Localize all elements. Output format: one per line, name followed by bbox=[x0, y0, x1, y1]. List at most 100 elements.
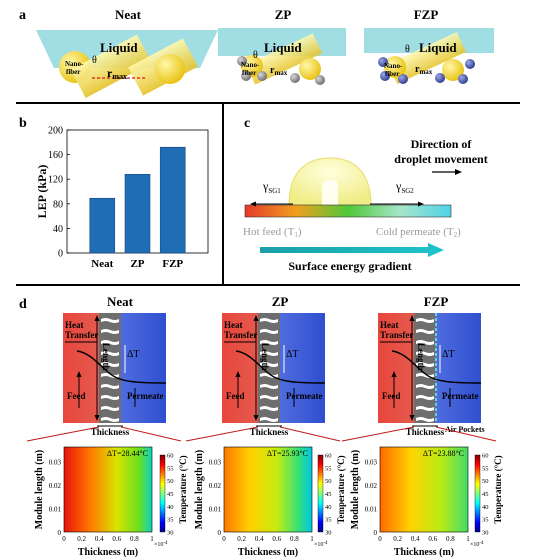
gamma1-arrowhead bbox=[250, 201, 256, 207]
pore bbox=[260, 395, 278, 400]
membrane-title: FZP bbox=[424, 294, 449, 309]
fluorinated-particle bbox=[458, 74, 468, 84]
fluorinated-particle bbox=[398, 74, 408, 84]
colorbar-tick-label: 55 bbox=[167, 465, 174, 472]
y-tick-label: 0.01 bbox=[209, 506, 222, 514]
pore bbox=[260, 362, 278, 367]
colorbar-tick-label: 60 bbox=[325, 453, 332, 460]
y-tick-label: 0 bbox=[374, 529, 378, 537]
pore bbox=[416, 384, 434, 389]
liquid-label: Liquid bbox=[100, 40, 138, 55]
nanofiber-label: Nano- bbox=[241, 61, 260, 69]
temperature-field bbox=[379, 446, 469, 533]
permeate-label: Permeate bbox=[442, 391, 478, 401]
delta-t-value: ΔT=28.44°C bbox=[107, 449, 148, 458]
pore bbox=[101, 329, 119, 334]
pore bbox=[101, 351, 119, 356]
x-tick-label: 0.2 bbox=[77, 535, 86, 543]
colorbar-tick-label: 40 bbox=[325, 504, 332, 511]
x-tick-label: 1 bbox=[150, 535, 154, 543]
delta-t-value: ΔT=25.93°C bbox=[267, 449, 308, 458]
temperature-field bbox=[63, 446, 153, 533]
x-tick-label: 0.4 bbox=[411, 535, 420, 543]
x-tick-label: 0 bbox=[378, 535, 382, 543]
colorbar-tick-label: 35 bbox=[325, 517, 332, 524]
permeate-region bbox=[436, 313, 481, 423]
pore bbox=[101, 384, 119, 389]
feed-label: Feed bbox=[67, 391, 86, 401]
colorbar-label: Temperature (°C) bbox=[493, 455, 503, 523]
zeolite-particle bbox=[290, 73, 300, 83]
x-tick-label: 0.2 bbox=[237, 535, 246, 543]
colorbar-tick-label: 30 bbox=[167, 530, 174, 537]
fluorinated-particle bbox=[435, 73, 445, 83]
x-tick-label: 0.6 bbox=[272, 535, 281, 543]
liquid-label: Liquid bbox=[264, 40, 302, 55]
theta-label: θ bbox=[253, 50, 258, 61]
colorbar-tick-label: 45 bbox=[167, 491, 174, 498]
thickness-label: Thickness bbox=[250, 427, 289, 437]
y-tick-label: 200 bbox=[48, 126, 63, 137]
panel-c: c γSG1 γSG2 Direction of droplet movemen… bbox=[243, 116, 488, 273]
pore bbox=[416, 362, 434, 367]
zoom-line bbox=[26, 426, 100, 442]
membrane-title: Neat bbox=[107, 294, 134, 309]
x-axis-label: Thickness (m) bbox=[238, 547, 298, 558]
y-tick-label: 0.03 bbox=[49, 459, 62, 467]
colorbar-tick-label: 60 bbox=[482, 453, 489, 460]
theta-label: θ bbox=[92, 55, 97, 66]
pore bbox=[416, 351, 434, 356]
y-tick-label: 0 bbox=[58, 529, 62, 537]
pore bbox=[260, 351, 278, 356]
x-exponent: ×10-4 bbox=[314, 541, 328, 548]
zeolite-particle bbox=[257, 71, 267, 81]
feed-arrowhead bbox=[76, 371, 82, 377]
thickness-label: Thickness bbox=[406, 427, 445, 437]
rmax-label: rmax bbox=[107, 66, 127, 81]
colorbar bbox=[159, 454, 166, 533]
pore bbox=[260, 384, 278, 389]
colorbar-tick-label: 55 bbox=[482, 465, 489, 472]
y-tick-label: 0.01 bbox=[49, 506, 62, 514]
x-axis-label: Thickness (m) bbox=[394, 547, 454, 558]
pore bbox=[260, 406, 278, 411]
zeolite-particle bbox=[241, 71, 251, 81]
panel-a-fzp: FZP Liquid θ Nano- fiber rmax bbox=[364, 7, 494, 85]
feed-label: Feed bbox=[382, 391, 401, 401]
membrane-title: ZP bbox=[272, 294, 289, 309]
zeolite-particle bbox=[315, 75, 325, 85]
surface-energy-bar bbox=[244, 204, 452, 218]
zoom-line bbox=[185, 426, 259, 442]
panel-a-fzp-title: FZP bbox=[414, 7, 439, 22]
panel-a-zp: ZP Liquid θ Nano- fiber rmax bbox=[218, 7, 346, 85]
pore bbox=[416, 329, 434, 334]
colorbar-tick-label: 50 bbox=[482, 478, 489, 485]
nanofiber-rod bbox=[245, 33, 323, 85]
nanofiber-circle bbox=[384, 56, 406, 78]
x-tick-label: 0.6 bbox=[112, 535, 121, 543]
colorbar-tick-label: 50 bbox=[167, 478, 174, 485]
colorbar-tick-label: 60 bbox=[167, 453, 174, 460]
panel-a: a Neat Liquid θ Nano- fiber rmax ZP bbox=[19, 7, 494, 99]
colorbar bbox=[317, 454, 324, 533]
temperature-profile bbox=[76, 350, 167, 384]
droplet-highlight bbox=[322, 179, 338, 205]
panel-b-label: b bbox=[19, 116, 27, 131]
panel-a-zp-title: ZP bbox=[275, 7, 292, 22]
y-axis-label: LEP (kPa) bbox=[35, 165, 49, 219]
delta-t-value: ΔT=23.88°C bbox=[423, 449, 464, 458]
gradient-arrowhead bbox=[428, 243, 444, 257]
transfer-label: Transfer bbox=[224, 330, 257, 340]
x-exponent: ×10-4 bbox=[154, 541, 168, 548]
y-tick-label: 0.01 bbox=[365, 506, 378, 514]
length-label: Length bbox=[260, 343, 270, 371]
length-arrowhead bbox=[94, 315, 100, 321]
feed-region bbox=[63, 313, 99, 423]
x-tick-label: 1 bbox=[310, 535, 314, 543]
colorbar-tick-label: 45 bbox=[482, 491, 489, 498]
liquid-label: Liquid bbox=[419, 40, 457, 55]
pore bbox=[416, 395, 434, 400]
surface-energy-gradient-label: Surface energy gradient bbox=[288, 259, 411, 273]
